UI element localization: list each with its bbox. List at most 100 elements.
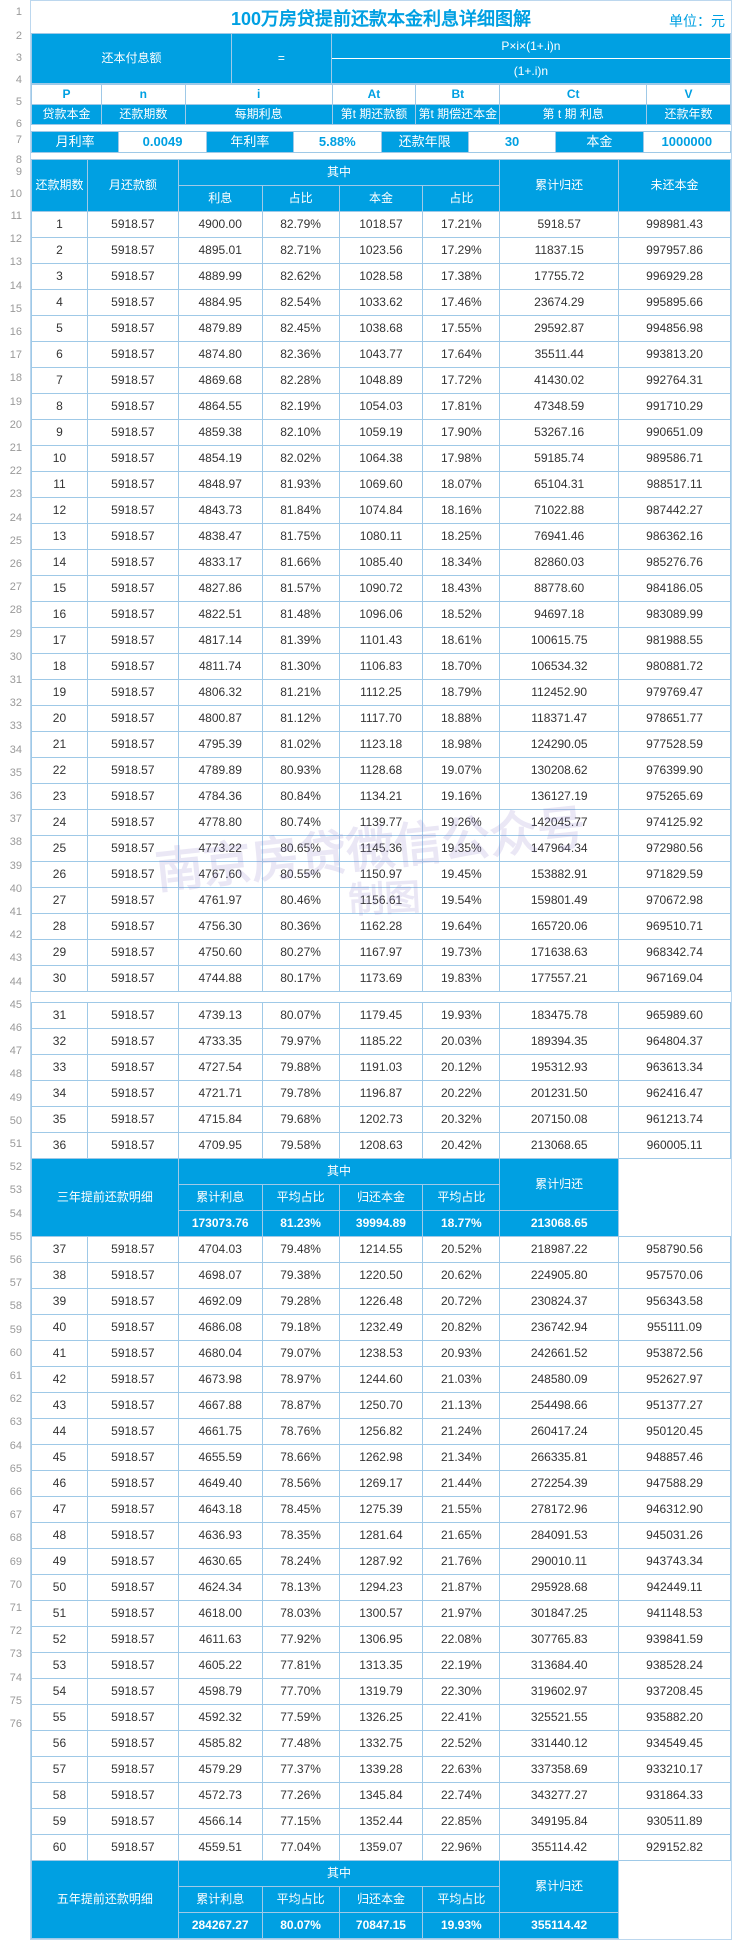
cell-p: 1123.18 — [339, 732, 423, 758]
cell-c: 106534.32 — [500, 654, 619, 680]
cell-n: 27 — [32, 888, 88, 914]
cell-m: 5918.57 — [87, 966, 178, 992]
row-index: 13 — [0, 256, 26, 268]
cell-r: 996929.28 — [619, 264, 731, 290]
row-index: 10 — [0, 188, 26, 200]
row-index: 57 — [0, 1277, 26, 1289]
table-row: 495918.574630.6578.24%1287.9221.76%29001… — [32, 1549, 731, 1575]
row-index: 62 — [0, 1393, 26, 1405]
cell-r: 952627.97 — [619, 1367, 731, 1393]
cell-m: 5918.57 — [87, 1835, 178, 1861]
cell-n: 52 — [32, 1627, 88, 1653]
cell-n: 43 — [32, 1393, 88, 1419]
table-row: 105918.574854.1982.02%1064.3817.98%59185… — [32, 446, 731, 472]
cell-i: 4773.22 — [178, 836, 262, 862]
row-index: 51 — [0, 1138, 26, 1150]
amortization-table: 还款期数 月还款额 其中 累计归还 未还本金 利息 占比 本金 占比 15918… — [31, 159, 731, 1939]
cell-pp: 22.85% — [423, 1809, 500, 1835]
cell-p: 1043.77 — [339, 342, 423, 368]
cell-i: 4611.63 — [178, 1627, 262, 1653]
row-index: 20 — [0, 419, 26, 431]
cell-p: 1074.84 — [339, 498, 423, 524]
cell-pp: 17.55% — [423, 316, 500, 342]
table-row: 465918.574649.4078.56%1269.1721.44%27225… — [32, 1471, 731, 1497]
row-index: 50 — [0, 1115, 26, 1127]
cell-n: 9 — [32, 420, 88, 446]
summary5-avgpp: 19.93% — [423, 1913, 500, 1939]
cell-i: 4800.87 — [178, 706, 262, 732]
cell-c: 5918.57 — [500, 212, 619, 238]
cell-r: 992764.31 — [619, 368, 731, 394]
cell-r: 989586.71 — [619, 446, 731, 472]
cell-c: 124290.05 — [500, 732, 619, 758]
cell-c: 153882.91 — [500, 862, 619, 888]
cell-p: 1069.60 — [339, 472, 423, 498]
cell-n: 30 — [32, 966, 88, 992]
cell-m: 5918.57 — [87, 1705, 178, 1731]
cell-ip: 77.15% — [262, 1809, 339, 1835]
cell-m: 5918.57 — [87, 1731, 178, 1757]
cell-i: 4661.75 — [178, 1419, 262, 1445]
cell-c: 290010.11 — [500, 1549, 619, 1575]
cell-ip: 82.79% — [262, 212, 339, 238]
cell-ip: 79.58% — [262, 1133, 339, 1159]
row-index: 33 — [0, 720, 26, 732]
hdr-interest: 利息 — [178, 186, 262, 212]
sym-V: V — [647, 85, 731, 105]
cell-ip: 81.84% — [262, 498, 339, 524]
cell-n: 19 — [32, 680, 88, 706]
cell-i: 4566.14 — [178, 1809, 262, 1835]
cell-r: 974125.92 — [619, 810, 731, 836]
cell-i: 4744.88 — [178, 966, 262, 992]
cell-i: 4756.30 — [178, 914, 262, 940]
cell-p: 1064.38 — [339, 446, 423, 472]
cell-c: 59185.74 — [500, 446, 619, 472]
cell-c: 295928.68 — [500, 1575, 619, 1601]
cell-i: 4848.97 — [178, 472, 262, 498]
cell-pp: 20.32% — [423, 1107, 500, 1133]
cell-c: 343277.27 — [500, 1783, 619, 1809]
table-row: 15918.574900.0082.79%1018.5717.21%5918.5… — [32, 212, 731, 238]
cell-ip: 77.48% — [262, 1731, 339, 1757]
cell-c: 284091.53 — [500, 1523, 619, 1549]
table-row: 415918.574680.0479.07%1238.5320.93%24266… — [32, 1341, 731, 1367]
cell-c: 17755.72 — [500, 264, 619, 290]
table-row: 475918.574643.1878.45%1275.3921.55%27817… — [32, 1497, 731, 1523]
cell-p: 1220.50 — [339, 1263, 423, 1289]
cell-pp: 18.34% — [423, 550, 500, 576]
cell-p: 1150.97 — [339, 862, 423, 888]
row-index: 59 — [0, 1324, 26, 1336]
cell-pp: 21.44% — [423, 1471, 500, 1497]
cell-r: 970672.98 — [619, 888, 731, 914]
cell-m: 5918.57 — [87, 1523, 178, 1549]
cell-ip: 79.88% — [262, 1055, 339, 1081]
cell-i: 4673.98 — [178, 1367, 262, 1393]
cell-ip: 77.59% — [262, 1705, 339, 1731]
cell-c: 254498.66 — [500, 1393, 619, 1419]
cell-c: 136127.19 — [500, 784, 619, 810]
cell-pp: 17.21% — [423, 212, 500, 238]
cell-r: 971829.59 — [619, 862, 731, 888]
table-row: 235918.574784.3680.84%1134.2119.16%13612… — [32, 784, 731, 810]
table-row: 575918.574579.2977.37%1339.2822.63%33735… — [32, 1757, 731, 1783]
cell-i: 4630.65 — [178, 1549, 262, 1575]
table-row: 215918.574795.3981.02%1123.1818.98%12429… — [32, 732, 731, 758]
cell-r: 979769.47 — [619, 680, 731, 706]
cell-c: 65104.31 — [500, 472, 619, 498]
cell-ip: 82.19% — [262, 394, 339, 420]
table-row: 315918.574739.1380.07%1179.4519.93%18347… — [32, 1003, 731, 1029]
cell-ip: 79.18% — [262, 1315, 339, 1341]
cell-p: 1202.73 — [339, 1107, 423, 1133]
summary3-cum: 213068.65 — [500, 1211, 619, 1237]
hdr-ppct: 占比 — [423, 186, 500, 212]
cell-ip: 80.93% — [262, 758, 339, 784]
row-index: 63 — [0, 1416, 26, 1428]
cell-m: 5918.57 — [87, 1133, 178, 1159]
cell-m: 5918.57 — [87, 888, 178, 914]
cell-n: 54 — [32, 1679, 88, 1705]
table-row: 45918.574884.9582.54%1033.6217.46%23674.… — [32, 290, 731, 316]
cell-r: 984186.05 — [619, 576, 731, 602]
cell-pp: 22.63% — [423, 1757, 500, 1783]
summary3-cump-label: 归还本金 — [339, 1185, 423, 1211]
cell-pp: 22.08% — [423, 1627, 500, 1653]
